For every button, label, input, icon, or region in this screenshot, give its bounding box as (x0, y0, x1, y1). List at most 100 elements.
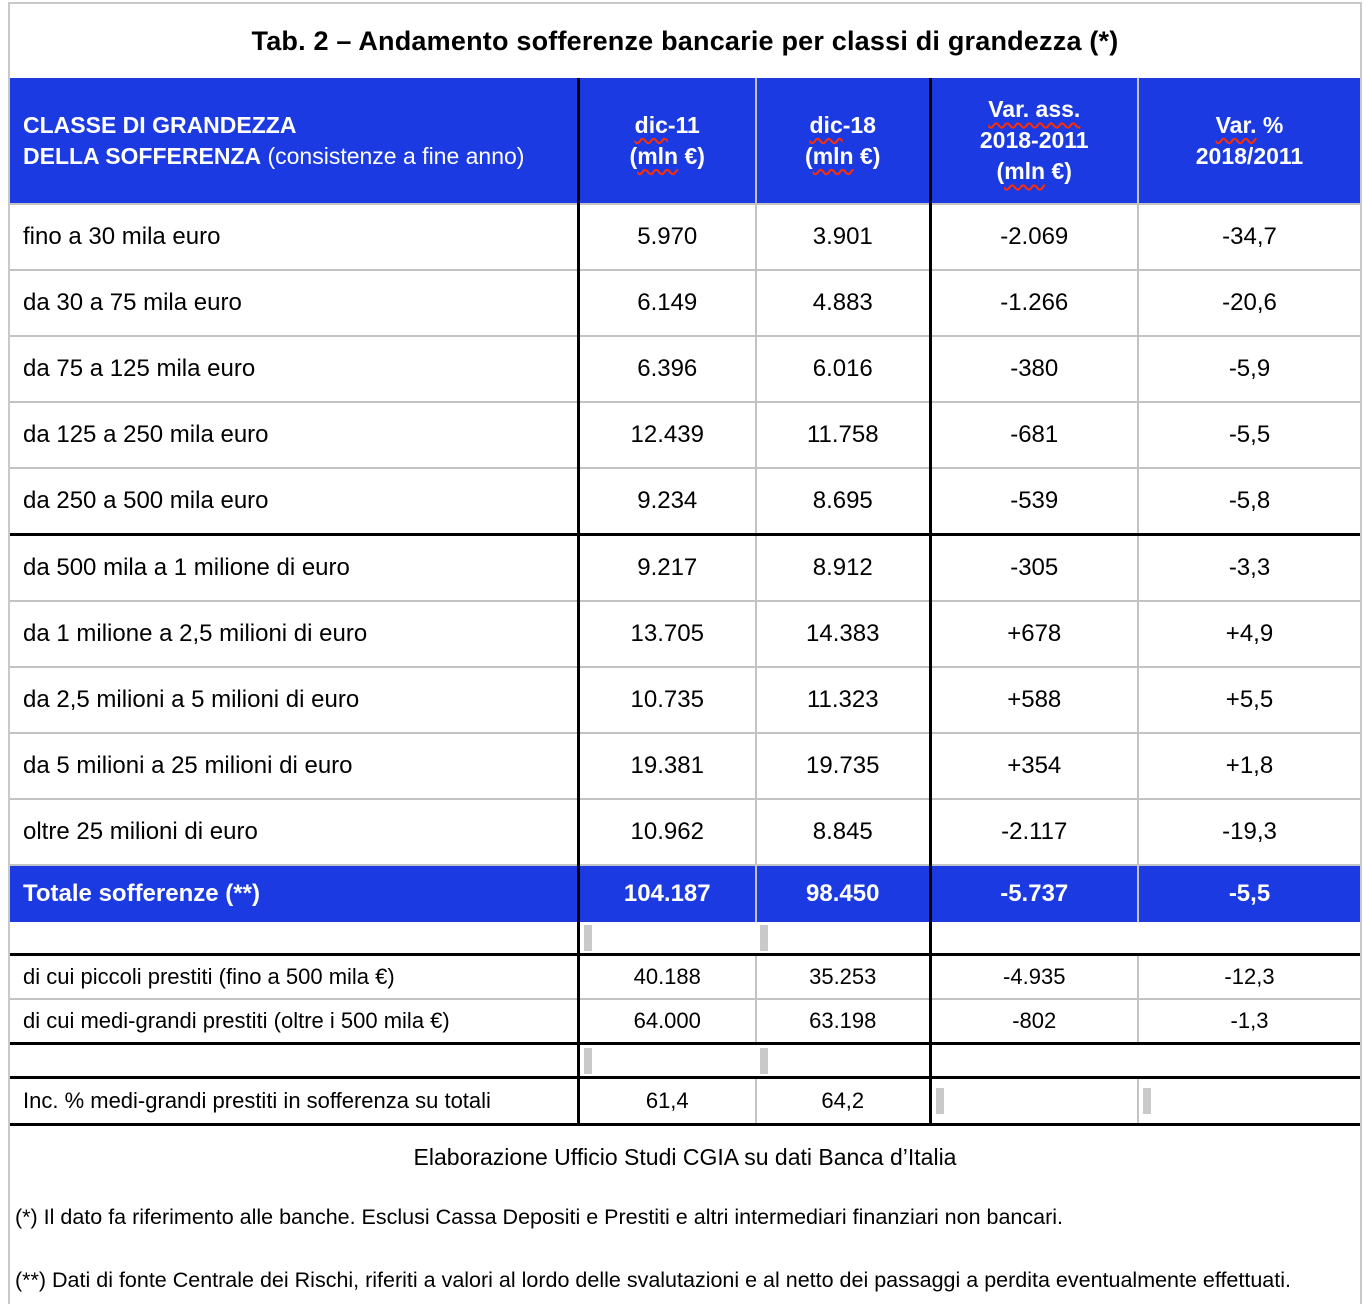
value-var-ass-cell: -2.069 (930, 204, 1139, 271)
table-row: da 5 milioni a 25 milioni di euro 19.381… (10, 733, 1360, 800)
value-dic18-cell: 3.901 (756, 204, 932, 271)
unit-close: €) (853, 142, 881, 169)
table-footer: Elaborazione Ufficio Studi CGIA su dati … (10, 1144, 1360, 1298)
header-dic11-line1: dic-11 (580, 110, 756, 141)
header-var-pct: Var. % 2018/2011 (1138, 78, 1360, 205)
header-class-line1: CLASSE DI GRANDEZZA (23, 111, 297, 138)
header-dic11: dic-11 (mln €) (578, 78, 757, 205)
value-dic11-cell: 61,4 (578, 1077, 757, 1126)
header-var-pct-sign: % (1256, 111, 1284, 138)
total-dic18-cell: 98.450 (756, 865, 932, 922)
value-var-pct-cell: -3,3 (1138, 534, 1360, 602)
value-var-ass-cell: +588 (930, 667, 1139, 734)
unit-mln: mln (1004, 158, 1046, 184)
header-class-line2: DELLA SOFFERENZA (consistenze a fine ann… (23, 141, 577, 172)
value-dic11-cell: 9.217 (578, 534, 757, 602)
header-dic18-year: -18 (842, 111, 876, 138)
spacer-cell-ghost-bar (578, 1043, 756, 1079)
value-var-ass-cell: -681 (930, 402, 1139, 469)
spacer-cell (1138, 922, 1360, 956)
header-var-ass: Var. ass. 2018-2011 (mln €) (930, 78, 1139, 205)
header-dic18-word: dic (809, 111, 843, 138)
total-dic11-cell: 104.187 (578, 865, 757, 922)
value-var-pct-cell: +1,8 (1138, 733, 1360, 800)
value-var-pct-cell: -20,6 (1138, 270, 1360, 337)
spacer-cell (930, 922, 1138, 956)
total-var-ass-cell: -5.737 (930, 865, 1139, 922)
unit-mln: mln (812, 142, 854, 169)
value-dic18-cell: 8.845 (756, 799, 932, 866)
row-label-cell: Inc. % medi-grandi prestiti in sofferenz… (10, 1077, 580, 1126)
total-var-pct-cell: -5,5 (1138, 865, 1360, 922)
value-dic18-cell: 14.383 (756, 601, 932, 668)
spacer-row (10, 922, 1360, 956)
document-frame: Tab. 2 – Andamento sofferenze bancarie p… (8, 2, 1362, 1304)
value-var-ass-cell: -802 (930, 999, 1139, 1045)
value-var-ass-cell: -4.935 (930, 954, 1139, 1000)
value-dic11-cell: 9.234 (578, 468, 757, 536)
header-var-ass-years: 2018-2011 (979, 127, 1089, 153)
value-var-pct-cell: -5,5 (1138, 402, 1360, 469)
value-var-ass-cell: -539 (930, 468, 1139, 536)
unit-open: ( (805, 142, 813, 169)
unit-close: €) (1045, 158, 1072, 184)
footnote-1: (*) Il dato fa riferimento alle banche. … (15, 1205, 1063, 1229)
value-var-pct-cell: -5,9 (1138, 336, 1360, 403)
value-dic11-cell: 40.188 (578, 954, 757, 1000)
sofferenze-table: CLASSE DI GRANDEZZA DELLA SOFFERENZA (co… (10, 78, 1360, 1126)
spacer-cell-ghost-bar (578, 922, 756, 956)
value-dic11-cell: 12.439 (578, 402, 757, 469)
unit-open: ( (996, 158, 1005, 184)
table-row: da 1 milione a 2,5 milioni di euro 13.70… (10, 601, 1360, 668)
table-row: da 30 a 75 mila euro 6.149 4.883 -1.266 … (10, 270, 1360, 337)
value-dic11-cell: 13.705 (578, 601, 757, 668)
header-var-ass-word: Var. ass. (988, 96, 1081, 122)
header-dic18: dic-18 (mln €) (756, 78, 932, 205)
row-label-cell: da 75 a 125 mila euro (10, 336, 580, 403)
row-label-cell: fino a 30 mila euro (10, 204, 580, 271)
spacer-row (10, 1043, 1360, 1079)
value-var-ass-cell: -2.117 (930, 799, 1139, 866)
value-dic11-cell: 64.000 (578, 999, 757, 1045)
spacer-cell (930, 1043, 1138, 1079)
unit-open: ( (629, 142, 638, 169)
row-label-cell: oltre 25 milioni di euro (10, 799, 580, 866)
value-var-pct-cell: -12,3 (1138, 954, 1360, 1000)
unit-close: €) (678, 142, 705, 169)
value-dic11-cell: 19.381 (578, 733, 757, 800)
spacer-cell-ghost-bar (756, 922, 932, 956)
value-dic18-cell: 35.253 (756, 954, 932, 1000)
value-var-pct-cell: -19,3 (1138, 799, 1360, 866)
row-label-cell: da 125 a 250 mila euro (10, 402, 580, 469)
header-row: CLASSE DI GRANDEZZA DELLA SOFFERENZA (co… (10, 78, 1360, 205)
source-line: Elaborazione Ufficio Studi CGIA su dati … (413, 1144, 957, 1170)
header-var-ass-unit: (mln €) (932, 156, 1138, 187)
value-dic18-cell: 11.323 (756, 667, 932, 734)
value-var-ass-cell: -1.266 (930, 270, 1139, 337)
row-label-cell: di cui piccoli prestiti (fino a 500 mila… (10, 954, 580, 1000)
table-title-bar: Tab. 2 – Andamento sofferenze bancarie p… (10, 4, 1360, 78)
header-var-pct-years: 2018/2011 (1195, 142, 1304, 169)
table-header: CLASSE DI GRANDEZZA DELLA SOFFERENZA (co… (10, 78, 1360, 205)
header-dic11-unit: (mln €) (580, 141, 756, 172)
value-dic18-cell: 63.198 (756, 999, 932, 1045)
row-label-cell: da 250 a 500 mila euro (10, 468, 580, 536)
header-var-ass-line1: Var. ass. (932, 94, 1138, 125)
row-label-cell: da 2,5 milioni a 5 milioni di euro (10, 667, 580, 734)
table-title: Tab. 2 – Andamento sofferenze bancarie p… (251, 25, 1119, 56)
row-label-cell: di cui medi-grandi prestiti (oltre i 500… (10, 999, 580, 1045)
header-class-line2-bold: DELLA SOFFERENZA (23, 142, 262, 169)
header-dic11-year: -11 (667, 111, 700, 138)
value-dic11-cell: 6.396 (578, 336, 757, 403)
header-dic18-line1: dic-18 (757, 110, 929, 141)
total-label-cell: Totale sofferenze (**) (10, 865, 580, 922)
value-dic18-cell: 64,2 (756, 1077, 932, 1126)
table-row: da 75 a 125 mila euro 6.396 6.016 -380 -… (10, 336, 1360, 403)
total-row: Totale sofferenze (**) 104.187 98.450 -5… (10, 865, 1360, 922)
unit-mln: mln (637, 142, 679, 169)
value-var-pct-cell: -5,8 (1138, 468, 1360, 536)
value-var-pct-cell: +4,9 (1138, 601, 1360, 668)
breakdown-row: di cui piccoli prestiti (fino a 500 mila… (10, 954, 1360, 1000)
value-var-pct-cell: -34,7 (1138, 204, 1360, 271)
value-dic18-cell: 8.912 (756, 534, 932, 602)
